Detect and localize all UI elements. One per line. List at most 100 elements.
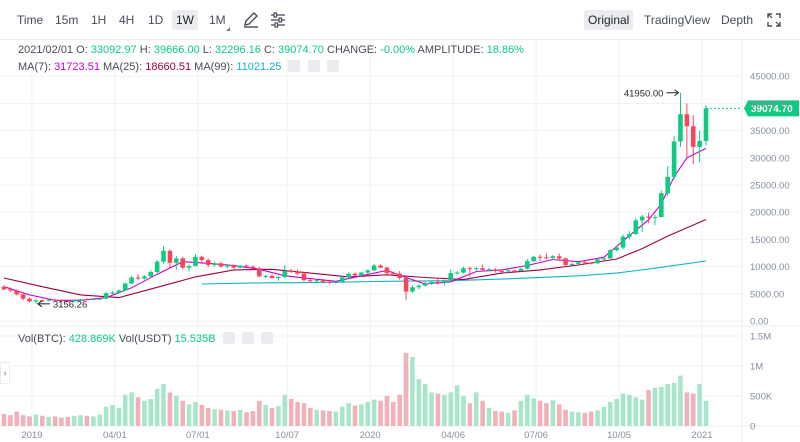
interval-1d[interactable]: 1D	[148, 13, 164, 27]
candle-body	[684, 114, 690, 127]
candle-body	[301, 273, 307, 281]
volume-bar	[295, 402, 300, 426]
interval-time[interactable]: Time	[17, 13, 44, 27]
candle-body	[518, 268, 524, 271]
volume-bar	[308, 408, 313, 426]
volume-bar	[359, 404, 364, 426]
candle-body	[97, 298, 103, 300]
volume-bar	[129, 392, 134, 426]
draw-pencil-icon[interactable]	[242, 11, 260, 29]
volume-bar	[20, 415, 26, 426]
chart-toolbar: Time 15m 1H 4H 1D 1W 1M Original Trading…	[0, 0, 800, 40]
candle-body	[14, 290, 20, 295]
visibility-eye-icon[interactable]	[288, 60, 301, 72]
volume-info-row: Vol(BTC): 428.869K Vol(USDT) 15.535B	[18, 332, 273, 346]
interval-4h[interactable]: 4H	[119, 13, 135, 27]
price-tick-label: 45000.00	[750, 72, 790, 83]
volume-bar	[403, 352, 409, 426]
volume-bar	[601, 406, 607, 426]
open-label: O:	[76, 44, 88, 56]
candle-body	[1, 286, 7, 290]
close-indicator-icon[interactable]	[326, 60, 339, 72]
vol-visibility-eye-icon[interactable]	[222, 332, 235, 344]
ma99-line	[201, 260, 707, 285]
indicator-settings-icon[interactable]	[307, 60, 320, 72]
ma25-label: MA(25):	[103, 61, 143, 73]
candle-body	[314, 280, 320, 282]
candle-body	[71, 300, 77, 302]
expand-panel-arrow-icon[interactable]: ›	[0, 362, 10, 384]
view-original-tab[interactable]: Original	[584, 10, 634, 30]
candle-body	[218, 263, 224, 267]
volume-bar	[467, 403, 473, 426]
candle-body	[39, 300, 45, 302]
candle-body	[180, 258, 185, 268]
vol-usdt-label: Vol(USDT)	[118, 333, 172, 345]
ma7-line	[3, 147, 707, 301]
candle-body	[116, 290, 122, 293]
candle-body	[167, 250, 173, 263]
candle-body	[435, 281, 441, 283]
ma7-label: MA(7):	[18, 61, 51, 73]
candle-body	[620, 236, 626, 248]
candle-body	[556, 256, 562, 259]
volume-bar	[180, 400, 185, 426]
view-depth-tab[interactable]: Depth	[721, 13, 754, 27]
candle-body	[537, 256, 543, 258]
time-tick-label: 04/06	[441, 430, 465, 441]
volume-bar	[263, 405, 268, 426]
candle-body	[237, 265, 243, 268]
candle-body	[110, 292, 115, 294]
candle-body	[339, 277, 345, 282]
interval-dropdown-icon[interactable]	[226, 27, 230, 31]
candle-body	[563, 258, 568, 265]
price-tick-label: 15000.00	[750, 235, 790, 246]
interval-15m[interactable]: 15m	[55, 13, 79, 27]
volume-bar	[231, 411, 237, 426]
high-value: 39666.00	[153, 44, 200, 56]
volume-bar	[1, 414, 7, 426]
candle-body	[422, 284, 428, 286]
interval-1w[interactable]: 1W	[172, 10, 198, 30]
interval-1m[interactable]: 1M	[209, 13, 226, 27]
volume-bar	[91, 416, 96, 426]
ohlc-info-row: 2021/02/01 O: 33092.97 H: 39666.00 L: 32…	[18, 43, 524, 57]
volume-bar	[633, 397, 639, 426]
vol-close-icon[interactable]	[260, 332, 273, 344]
candle-body	[576, 262, 581, 264]
volume-bar	[314, 409, 320, 426]
candle-body	[46, 299, 51, 301]
candle-body	[256, 268, 262, 277]
volume-bar	[569, 411, 575, 426]
settings-sliders-icon[interactable]	[269, 11, 287, 29]
volume-bar	[97, 414, 103, 426]
time-tick-label: 10/05	[607, 430, 631, 441]
candle-body	[295, 271, 300, 274]
volume-bar	[639, 399, 645, 426]
candle-body	[633, 220, 639, 234]
vol-settings-icon[interactable]	[241, 332, 254, 344]
candle-body	[8, 289, 13, 291]
candle-body	[493, 269, 498, 271]
volume-bar	[46, 417, 51, 426]
candle-body	[473, 268, 479, 270]
candle-body	[161, 250, 166, 262]
candle-body	[646, 216, 651, 218]
candle-body	[33, 300, 39, 302]
fullscreen-icon[interactable]	[765, 11, 783, 29]
interval-1h[interactable]: 1H	[91, 13, 107, 27]
candle-body	[129, 277, 134, 284]
volume-bar	[422, 384, 428, 426]
view-tradingview-tab[interactable]: TradingView	[644, 13, 711, 27]
candle-body	[499, 270, 505, 272]
high-marker-arrow	[674, 89, 680, 97]
volume-bar	[614, 399, 619, 426]
volume-bar	[71, 415, 77, 426]
volume-bar	[339, 406, 345, 426]
candle-body	[595, 259, 600, 264]
low-marker-arrow	[37, 300, 43, 308]
ma-info-row: MA(7): 31723.51 MA(25): 18660.51 MA(99):…	[18, 60, 339, 74]
candlesticks	[1, 92, 709, 304]
volume-bar	[678, 375, 683, 426]
